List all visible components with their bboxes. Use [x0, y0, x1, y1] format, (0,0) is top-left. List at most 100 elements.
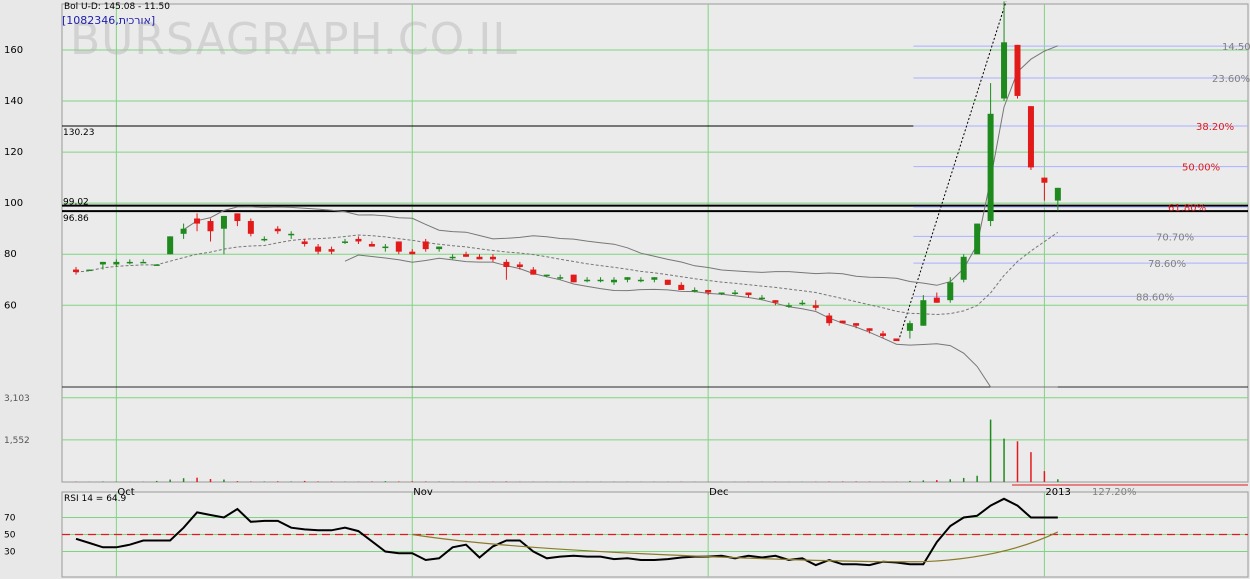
candle-body [73, 269, 79, 273]
candle-body [342, 241, 348, 243]
candle-body [530, 269, 537, 275]
price-panel [61, 3, 1249, 483]
candle-body [987, 113, 994, 222]
candle-body [732, 292, 739, 295]
candle-body [126, 261, 133, 264]
candle-body [880, 333, 886, 336]
candle-body [584, 279, 591, 282]
candle-body [220, 215, 227, 229]
rsi-signal-line [412, 531, 1059, 563]
candle-body [920, 300, 927, 326]
candle-body [368, 244, 375, 247]
candle-body [489, 256, 496, 260]
fib-level-label: 14.50 [1222, 42, 1250, 53]
candle-body [570, 274, 577, 283]
candle-body [785, 305, 792, 307]
fib-level-label: 78.60% [1148, 259, 1186, 270]
candle-body [288, 233, 295, 236]
candle-body [664, 279, 671, 285]
candle-body [247, 221, 254, 234]
candle-body [194, 218, 201, 224]
candle-body [463, 254, 470, 257]
candle-body [1027, 106, 1034, 168]
fib-level-label: 127.20% [1092, 487, 1137, 498]
candle-body [1001, 42, 1008, 99]
fib-level-label: 88.60% [1136, 292, 1174, 303]
y-tick-label: 100 [4, 198, 23, 209]
candle-body [382, 246, 389, 249]
candle-body [826, 315, 833, 324]
candle-body [422, 241, 429, 250]
candle-body [637, 279, 644, 282]
rsi-tick-label: 50 [4, 531, 16, 541]
candle-body [691, 289, 698, 292]
trend-line [897, 1, 1007, 342]
volume-tick-label: 3,103 [4, 394, 30, 404]
candle-body [772, 300, 779, 303]
candle-body [315, 246, 322, 252]
candle-body [436, 246, 443, 250]
bollinger-lower [344, 254, 1058, 388]
x-tick-label: Oct [117, 487, 134, 498]
candle-body [651, 277, 658, 280]
fib-level-label: 50.00% [1182, 163, 1220, 174]
y-tick-label: 60 [4, 300, 17, 311]
candle-body [597, 279, 604, 282]
candle-body [503, 261, 510, 267]
watermark: BURSAGRAPH.CO.IL [70, 14, 518, 65]
candle-body [395, 241, 402, 252]
candle-body [839, 320, 846, 324]
candle-body [167, 236, 174, 255]
reference-label: 99.02 [63, 198, 89, 208]
candle-body [180, 228, 187, 234]
indicator-label: Bol U-D: 145.08 - 11.50 [64, 2, 170, 12]
candle-body [113, 261, 120, 265]
candle-body [947, 282, 954, 301]
fib-level-label: 70.70% [1156, 232, 1194, 243]
reference-label: 130.23 [63, 128, 95, 138]
candle-body [261, 238, 268, 241]
candle-body [476, 256, 483, 260]
candle-body [140, 261, 147, 264]
y-tick-label: 140 [4, 96, 23, 107]
candle-body [355, 238, 362, 242]
rsi-tick-label: 70 [4, 514, 16, 524]
candle-body [611, 279, 617, 283]
candle-body [745, 292, 752, 296]
x-tick-label: Nov [413, 487, 433, 498]
candle-body [799, 302, 806, 305]
bollinger-upper [183, 45, 1058, 286]
candle-body [207, 221, 214, 232]
fib-level-label: 38.20% [1196, 122, 1234, 133]
candle-body [906, 323, 913, 331]
candle-body [933, 297, 940, 303]
x-tick-label: Dec [709, 487, 728, 498]
reference-label: 96.86 [63, 214, 89, 224]
symbol-label: [1082346,אורכית] [62, 14, 156, 27]
candle-body [449, 256, 456, 259]
candle-body [960, 256, 967, 280]
candle-body [678, 284, 685, 290]
candle-body [543, 274, 550, 277]
y-tick-label: 80 [4, 249, 17, 260]
candle-body [624, 277, 631, 280]
candle-body [718, 292, 725, 295]
candle-body [99, 261, 106, 265]
candle-body [893, 338, 900, 342]
rsi-line [75, 497, 1058, 567]
candle-body [1014, 44, 1021, 96]
candle-body [705, 289, 712, 293]
candle-body [86, 269, 93, 272]
rsi-label: RSI 14 = 64.9 [64, 494, 127, 504]
rsi-tick-label: 30 [4, 548, 16, 558]
candle-body [812, 305, 819, 308]
candle-body [853, 323, 860, 326]
candle-body [234, 213, 241, 222]
candle-body [866, 328, 873, 331]
x-tick-label: 2013 [1045, 487, 1070, 498]
candle-body [758, 297, 765, 300]
volume-tick-label: 1,552 [4, 436, 30, 446]
candle-body [516, 264, 523, 267]
